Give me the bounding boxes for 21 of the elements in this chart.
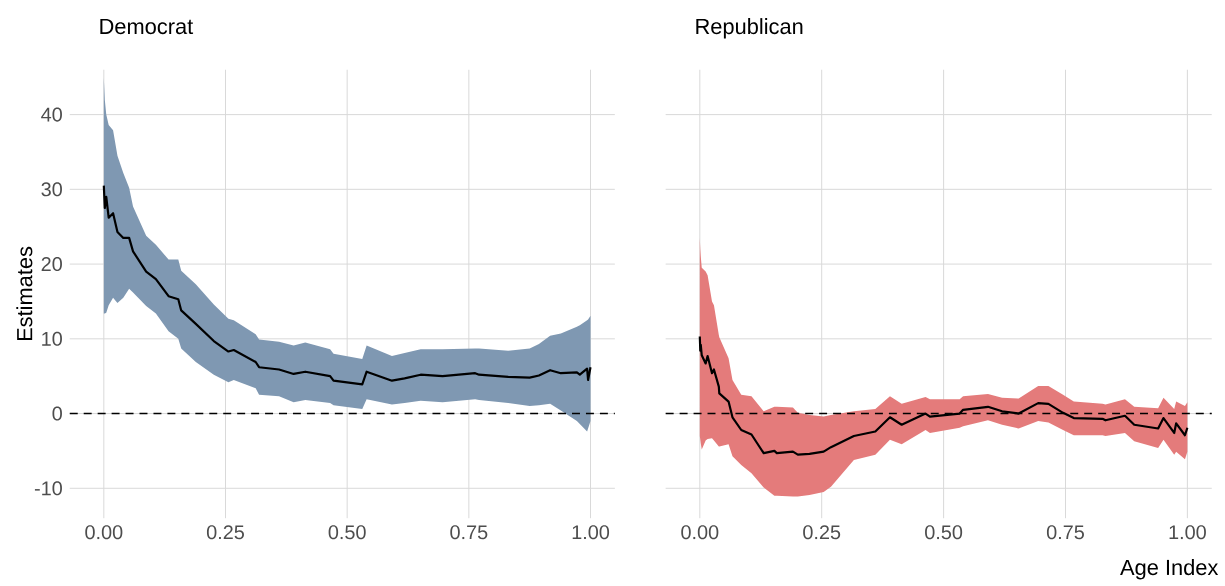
- x-axis-title: Age Index: [1120, 559, 1219, 580]
- x-tick-label: 0.25: [206, 525, 244, 540]
- x-tick-label: 0.50: [925, 525, 963, 540]
- y-tick-label: 40: [41, 107, 62, 122]
- y-tick-label: 30: [41, 182, 62, 197]
- y-axis-title: Estimates: [16, 246, 33, 341]
- y-tick-label: 0: [52, 406, 62, 421]
- y-tick-label: 20: [41, 257, 62, 272]
- line-series: [102, 184, 592, 386]
- chart-title: Republican: [696, 18, 803, 39]
- x-tick-label: 1.00: [1169, 525, 1206, 540]
- x-tick-label: 0.75: [450, 525, 488, 540]
- y-tick-label: -10: [34, 481, 62, 496]
- chart-title: Democrat: [100, 18, 194, 35]
- x-tick-label: 0.50: [328, 525, 366, 540]
- y-tick-label: 10: [42, 331, 62, 346]
- x-tick-label: 0.75: [1046, 525, 1084, 540]
- x-tick-label: 1.00: [572, 525, 610, 540]
- x-tick-label: 0.00: [681, 525, 719, 540]
- x-tick-label: 0.00: [85, 525, 123, 540]
- x-tick-label: 0.25: [803, 525, 841, 540]
